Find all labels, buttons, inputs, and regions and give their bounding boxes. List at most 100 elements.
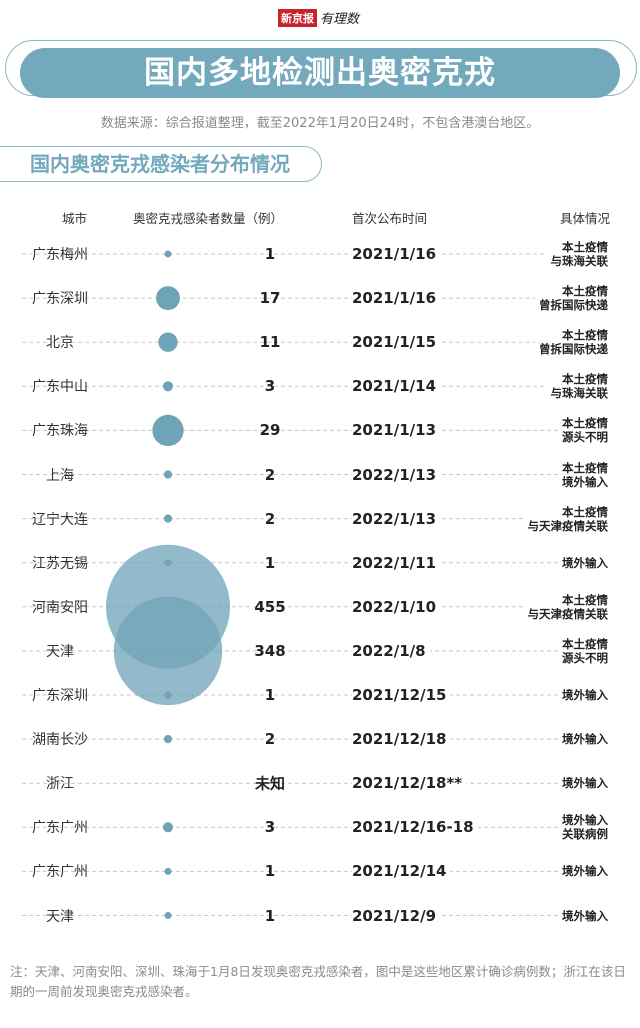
city-label: 广东深圳 — [32, 688, 88, 704]
count-label: 未知 — [254, 774, 285, 793]
bubble — [152, 414, 184, 447]
header-date: 首次公布时间 — [352, 211, 428, 226]
desc-label: 境外输入 — [558, 732, 608, 747]
desc-line: 境外输入 — [562, 732, 608, 747]
desc-line: 境外输入 — [562, 555, 608, 570]
city-label: 河南安阳 — [32, 599, 88, 616]
desc-label: 本土疫情 与天津疫情关联 — [523, 592, 609, 621]
bubble — [163, 470, 173, 479]
count-label: 455 — [254, 597, 286, 616]
bubble — [163, 514, 173, 523]
date-label: 2021/12/15 — [352, 686, 451, 704]
desc-label: 境外输入 — [558, 864, 608, 879]
count-label: 1 — [264, 686, 276, 704]
desc-line: 曾拆国际快递 — [539, 342, 608, 357]
city-label: 广东中山 — [32, 379, 88, 396]
count-label: 2 — [264, 730, 276, 749]
desc-label: 本土疫情 与珠海关联 — [546, 240, 609, 268]
date-label: 2021/12/16-18 — [352, 818, 478, 837]
desc-line: 本土疫情 — [562, 636, 608, 651]
date-label: 2021/1/16 — [352, 289, 441, 308]
date-label: 2022/1/13 — [352, 509, 441, 528]
date-label: 2022/1/8 — [352, 641, 430, 660]
desc-label: 境外输入 — [558, 555, 608, 570]
desc-label: 本土疫情 境外输入 — [558, 460, 608, 489]
desc-line: 本土疫情 — [562, 284, 608, 299]
desc-label: 本土疫情 源头不明 — [558, 636, 608, 665]
desc-line: 本土疫情 — [562, 460, 608, 475]
date-label: 2021/1/15 — [352, 333, 441, 352]
count-label: 348 — [254, 641, 286, 660]
desc-label: 本土疫情 曾拆国际快递 — [535, 328, 608, 357]
count-label: 11 — [259, 333, 281, 352]
city-label: 天津 — [46, 643, 74, 660]
count-label: 3 — [264, 818, 276, 837]
bubble — [162, 822, 174, 833]
date-label: 2021/1/13 — [352, 421, 441, 440]
count-label: 1 — [264, 245, 276, 263]
bubble — [156, 286, 180, 311]
bubble — [164, 691, 172, 699]
desc-line: 与天津疫情关联 — [527, 606, 609, 621]
city-label: 天津 — [46, 908, 74, 925]
desc-line: 与珠海关联 — [550, 386, 609, 401]
desc-label: 本土疫情 源头不明 — [558, 416, 608, 445]
desc-line: 曾拆国际快递 — [539, 298, 608, 313]
date-label: 2021/12/18 — [352, 730, 451, 749]
city-label: 广东珠海 — [32, 423, 88, 440]
desc-line: 境外输入 — [562, 474, 608, 489]
date-label: 2022/1/13 — [352, 465, 441, 484]
desc-line: 关联病例 — [562, 827, 608, 842]
desc-label: 本土疫情 与珠海关联 — [546, 372, 609, 401]
header-desc: 具体情况 — [559, 211, 610, 226]
bubble — [164, 912, 172, 919]
desc-label: 本土疫情 与天津疫情关联 — [523, 504, 609, 533]
date-label: 2021/1/16 — [352, 245, 441, 263]
bubble — [164, 867, 172, 875]
logo-column: 有理数 — [320, 12, 360, 27]
subtitle: 国内奥密克戎感染者分布情况 — [30, 152, 290, 176]
city-label: 北京 — [46, 335, 74, 352]
date-label: 2022/1/10 — [352, 597, 441, 616]
city-label: 广东广州 — [32, 864, 88, 881]
city-label: 辽宁大连 — [32, 511, 88, 528]
desc-label: 境外输入 — [558, 776, 608, 791]
data-source: 数据来源：综合报道整理，截至2022年1月20日24时，不包含港澳台地区。 — [100, 116, 540, 131]
desc-line: 本土疫情 — [562, 416, 608, 431]
desc-line: 与珠海关联 — [550, 254, 609, 268]
count-label: 1 — [264, 862, 276, 881]
count-label: 17 — [259, 289, 281, 308]
count-label: 1 — [264, 553, 276, 572]
logo: 新京报 有理数 — [278, 8, 359, 27]
desc-line: 与天津疫情关联 — [527, 518, 609, 533]
count-label: 2 — [264, 465, 276, 484]
desc-line: 境外输入 — [562, 688, 608, 702]
logo-brand: 新京报 — [278, 8, 317, 27]
date-label: 2022/1/11 — [352, 553, 441, 572]
bubble — [113, 596, 223, 706]
desc-label: 境外输入 — [558, 688, 608, 702]
desc-label: 本土疫情 曾拆国际快递 — [535, 284, 608, 313]
city-label: 湖南长沙 — [32, 732, 88, 749]
city-label: 广东梅州 — [32, 247, 88, 263]
desc-line: 本土疫情 — [562, 240, 608, 254]
desc-label: 境外输入 — [558, 908, 608, 923]
city-label: 江苏无锡 — [32, 555, 88, 572]
page-title: 国内多地检测出奥密克戎 — [20, 48, 620, 98]
bubble — [164, 250, 172, 258]
bubble — [162, 381, 174, 392]
date-label: 2021/12/18** — [352, 774, 467, 793]
desc-line: 源头不明 — [562, 650, 608, 665]
city-label: 广东广州 — [32, 820, 88, 837]
city-label: 浙江 — [46, 776, 74, 793]
city-label: 上海 — [46, 467, 74, 484]
desc-line: 境外输入 — [562, 864, 608, 879]
subtitle-frame — [0, 146, 322, 182]
header-count: 奥密克戎感染者数量（例） — [133, 211, 284, 226]
desc-line: 境外输入 — [562, 813, 608, 828]
header-city: 城市 — [62, 211, 88, 226]
bubble — [158, 332, 178, 352]
desc-line: 本土疫情 — [562, 504, 608, 519]
